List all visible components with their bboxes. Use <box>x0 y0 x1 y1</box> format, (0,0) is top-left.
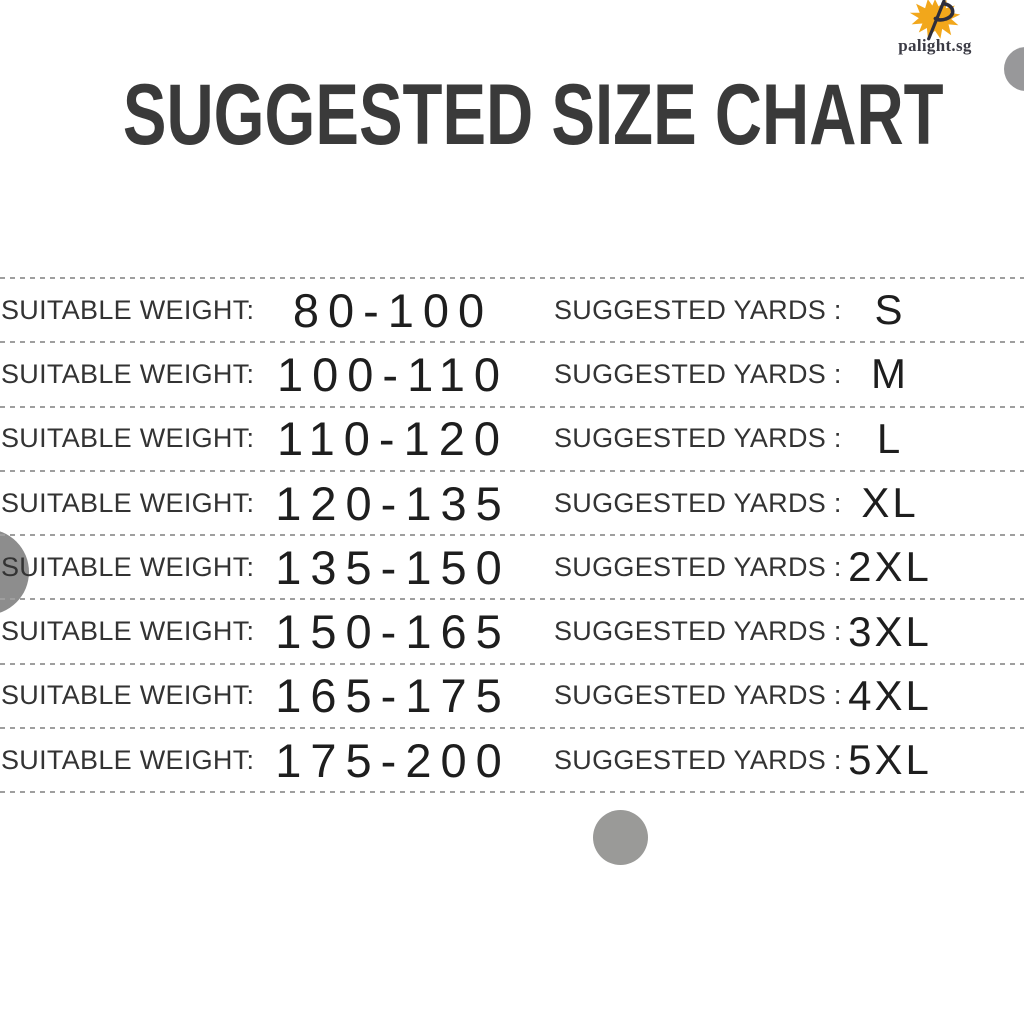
size-value: M <box>871 350 909 398</box>
size-row: SUITABLE WEIGHT: 110-120 SUGGESTED YARDS… <box>0 408 1024 470</box>
size-value: 5XL <box>848 736 932 784</box>
size-table: SUITABLE WEIGHT: 80-100 SUGGESTED YARDS … <box>0 277 1024 794</box>
size-value: L <box>876 414 904 462</box>
size-row: SUITABLE WEIGHT: 175-200 SUGGESTED YARDS… <box>0 729 1024 791</box>
weight-value: 100-110 <box>277 347 509 401</box>
brand-logo: palight.sg <box>862 0 1008 56</box>
weight-label: SUITABLE WEIGHT: <box>1 294 255 325</box>
weight-label: SUITABLE WEIGHT: <box>1 487 255 518</box>
size-value: 2XL <box>848 543 932 591</box>
size-value: 4XL <box>848 671 932 719</box>
yards-label: SUGGESTED YARDS : <box>554 744 842 775</box>
dashed-divider <box>0 791 1024 794</box>
weight-label: SUITABLE WEIGHT: <box>1 744 255 775</box>
brand-name: palight.sg <box>898 36 972 55</box>
weight-value: 80-100 <box>292 283 494 337</box>
dashed-divider <box>0 277 1024 279</box>
size-value: S <box>874 286 906 334</box>
weight-value: 120-135 <box>275 476 511 530</box>
size-row: SUITABLE WEIGHT: 165-175 SUGGESTED YARDS… <box>0 665 1024 727</box>
weight-value: 110-120 <box>277 412 509 466</box>
size-row: SUITABLE WEIGHT: 150-165 SUGGESTED YARDS… <box>0 600 1024 662</box>
yards-label: SUGGESTED YARDS : <box>554 358 842 389</box>
decor-circle-bottom <box>593 810 648 865</box>
yards-label: SUGGESTED YARDS : <box>554 423 842 454</box>
dashed-divider <box>0 469 1024 472</box>
size-value: XL <box>861 479 919 527</box>
size-row: SUITABLE WEIGHT: 100-110 SUGGESTED YARDS… <box>0 343 1024 405</box>
yards-label: SUGGESTED YARDS : <box>554 616 842 647</box>
size-value: 3XL <box>848 607 932 655</box>
weight-label: SUITABLE WEIGHT: <box>1 423 255 454</box>
dashed-divider <box>0 598 1024 601</box>
yards-label: SUGGESTED YARDS : <box>554 551 842 582</box>
dashed-divider <box>0 727 1024 730</box>
weight-label: SUITABLE WEIGHT: <box>1 551 255 582</box>
page-title: SUGGESTED SIZE CHART <box>122 67 944 163</box>
dashed-divider <box>0 534 1024 537</box>
weight-label: SUITABLE WEIGHT: <box>1 680 255 711</box>
dashed-divider <box>0 341 1024 344</box>
dashed-divider <box>0 405 1024 408</box>
paint-splash-p-icon <box>909 0 961 41</box>
weight-label: SUITABLE WEIGHT: <box>1 358 255 389</box>
yards-label: SUGGESTED YARDS : <box>554 487 842 518</box>
dashed-divider <box>0 662 1024 665</box>
weight-value: 165-175 <box>275 669 511 723</box>
weight-label: SUITABLE WEIGHT: <box>1 616 255 647</box>
size-row: SUITABLE WEIGHT: 135-150 SUGGESTED YARDS… <box>0 536 1024 598</box>
size-row: SUITABLE WEIGHT: 120-135 SUGGESTED YARDS… <box>0 472 1024 534</box>
weight-value: 175-200 <box>275 733 511 787</box>
weight-value: 135-150 <box>275 540 511 594</box>
weight-value: 150-165 <box>275 605 511 659</box>
yards-label: SUGGESTED YARDS : <box>554 680 842 711</box>
decor-circle-right <box>1004 47 1024 91</box>
size-table-rows: SUITABLE WEIGHT: 80-100 SUGGESTED YARDS … <box>0 279 1024 794</box>
yards-label: SUGGESTED YARDS : <box>554 294 842 325</box>
size-row: SUITABLE WEIGHT: 80-100 SUGGESTED YARDS … <box>0 279 1024 341</box>
